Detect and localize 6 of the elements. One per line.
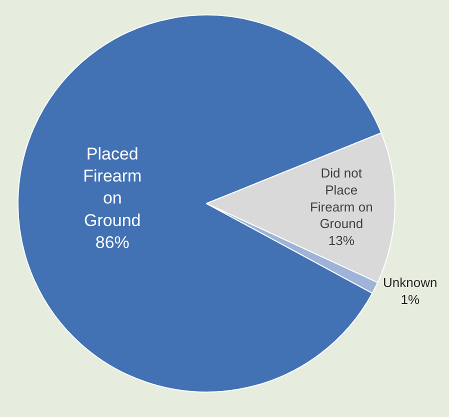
data-label: 86% [95,232,130,252]
data-label: 1% [400,292,420,308]
slice-label: Did not Place Firearm on Ground [310,165,373,232]
slice-label: Unknown [383,275,438,290]
slice-label: Placed Firearm on Ground [83,144,142,230]
data-label: 13% [328,233,355,248]
